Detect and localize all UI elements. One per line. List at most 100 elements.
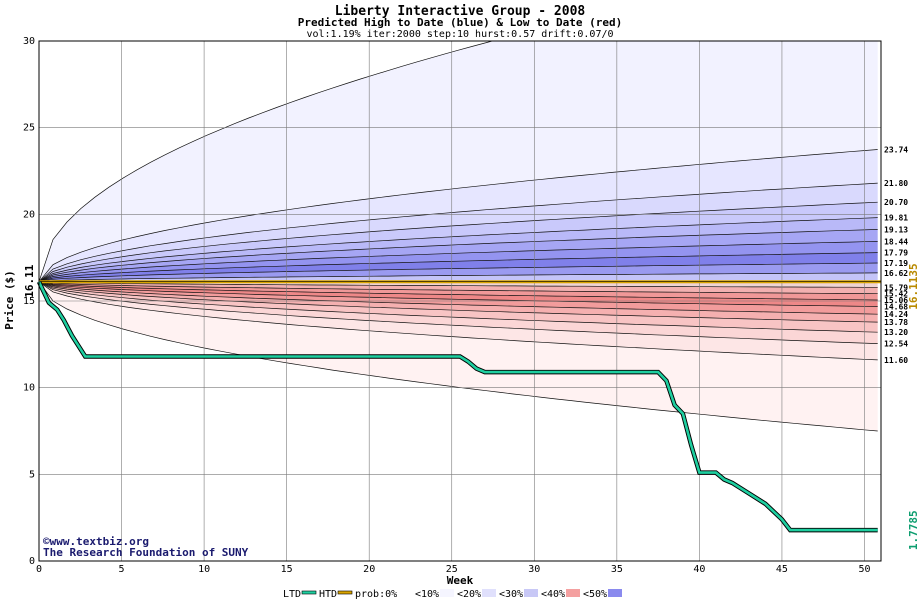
y-tick-label-0: 0 <box>29 556 35 567</box>
x-tick-label-10: 10 <box>198 564 210 575</box>
band-end-label-17: 12.54 <box>884 340 908 349</box>
band-end-label-6: 18.44 <box>884 237 908 246</box>
lower-band-4 <box>39 281 878 315</box>
y-tick-label-10: 10 <box>23 383 35 394</box>
credit-line-2: The Research Foundation of SUNY <box>43 546 249 559</box>
lower-band-5 <box>39 281 878 323</box>
band-end-label-15: 13.78 <box>884 318 908 327</box>
band-edge-17 <box>39 281 878 344</box>
start-price-label: 16.11 <box>23 264 36 297</box>
band-end-label-13: 14.68 <box>884 303 908 312</box>
legend-label-5: <30% <box>499 589 523 600</box>
plot-frame <box>38 40 882 562</box>
y-axis-label: Price ($) <box>3 270 16 330</box>
x-tick-label-5: 5 <box>119 564 125 575</box>
legend-swatch-5 <box>524 589 538 597</box>
ltd-end-label: 1.7785 <box>907 510 920 550</box>
band-edge-7 <box>39 252 878 283</box>
band-edge-13 <box>39 281 878 307</box>
band-end-label-11: 15.42 <box>884 290 908 299</box>
band-end-label-18: 11.60 <box>884 356 908 365</box>
band-end-label-8: 17.19 <box>884 259 908 268</box>
band-edge-4 <box>39 217 878 283</box>
band-end-label-5: 19.13 <box>884 225 908 234</box>
x-tick-label-0: 0 <box>36 564 42 575</box>
median-end-label: 16.1135 <box>907 263 920 309</box>
upper-band-7 <box>39 252 878 282</box>
band-edge-12 <box>39 281 878 301</box>
upper-band-0 <box>39 41 878 282</box>
x-tick-label-30: 30 <box>528 564 540 575</box>
band-edge-1 <box>39 149 878 283</box>
upper-band-9 <box>39 272 878 282</box>
legend-line-0 <box>301 590 317 595</box>
lower-band-2 <box>39 281 878 300</box>
legend-swatch-4 <box>482 589 496 597</box>
band-end-label-12: 15.06 <box>884 296 908 305</box>
x-tick-label-45: 45 <box>776 564 788 575</box>
legend-line-1 <box>337 590 353 595</box>
band-edge-11 <box>39 281 878 295</box>
plot-clip-group <box>39 41 878 432</box>
legend-label-7: <50% <box>583 589 607 600</box>
x-tick-label-35: 35 <box>611 564 623 575</box>
x-tick-label-50: 50 <box>858 564 870 575</box>
band-edge-6 <box>39 241 878 283</box>
x-tick-label-40: 40 <box>693 564 705 575</box>
x-tick-label-15: 15 <box>281 564 293 575</box>
ltd-line <box>37 281 878 532</box>
band-edge-9 <box>39 272 878 283</box>
y-tick-label-30: 30 <box>23 36 35 47</box>
legend-label-6: <40% <box>541 589 565 600</box>
upper-band-3 <box>39 202 878 282</box>
x-tick-label-20: 20 <box>363 564 375 575</box>
band-edge-5 <box>39 229 878 283</box>
upper-band-2 <box>39 183 878 282</box>
credit-line-1: ©www.textbiz.org <box>43 535 149 548</box>
y-tick-label-25: 25 <box>23 123 35 134</box>
legend-swatch-6 <box>566 589 580 597</box>
band-end-label-16: 13.20 <box>884 328 908 337</box>
band-edge-8 <box>39 262 878 283</box>
y-tick-label-20: 20 <box>23 209 35 220</box>
lower-band-7 <box>39 281 878 344</box>
band-edge-14 <box>39 281 878 315</box>
band-end-label-10: 15.79 <box>884 283 908 292</box>
band-edge-18 <box>39 281 878 361</box>
legend: LTD HTD prob:0% <10% <20% <30% <40% <50% <box>283 589 622 600</box>
legend-swatch-3 <box>440 589 454 597</box>
band-edge-19 <box>39 281 878 432</box>
band-edge-2 <box>39 182 878 283</box>
upper-band-4 <box>39 217 878 282</box>
chart-subtitle: Predicted High to Date (blue) & Low to D… <box>298 16 623 29</box>
band-end-label-4: 19.81 <box>884 214 908 223</box>
band-edge-3 <box>39 201 878 283</box>
legend-swatch-2 <box>398 589 412 597</box>
lower-band-8 <box>39 281 878 360</box>
band-end-label-9: 16.62 <box>884 269 908 278</box>
band-end-label-2: 21.80 <box>884 179 908 188</box>
upper-band-1 <box>39 149 878 282</box>
upper-band-6 <box>39 241 878 282</box>
chart-title: Liberty Interactive Group - 2008 <box>335 4 586 19</box>
upper-band-5 <box>39 229 878 282</box>
band-edge-10 <box>39 281 878 288</box>
band-end-label-3: 20.70 <box>884 198 908 207</box>
band-end-label-14: 14.24 <box>884 310 908 319</box>
plot-area: 0 5 10 15 20 25 30 35 40 45 50 0 5 10 15 20 25 30 23.74 21.… <box>23 36 920 575</box>
legend-label-4: <20% <box>457 589 481 600</box>
band-end-label-7: 17.79 <box>884 249 908 258</box>
band-edge-15 <box>39 281 878 323</box>
band-edge-16 <box>39 281 878 333</box>
y-tick-label-15: 15 <box>23 296 35 307</box>
legend-label-1: HTD <box>319 589 337 600</box>
legend-label-0: LTD <box>283 589 301 600</box>
legend-label-2: prob:0% <box>355 589 397 600</box>
band-end-label-1: 23.74 <box>884 146 908 155</box>
chart-params: vol:1.19% iter:2000 step:10 hurst:0.57 d… <box>306 29 613 40</box>
y-tick-label-5: 5 <box>29 469 35 480</box>
lower-band-3 <box>39 281 878 307</box>
x-tick-label-25: 25 <box>446 564 458 575</box>
lower-band-6 <box>39 281 878 333</box>
